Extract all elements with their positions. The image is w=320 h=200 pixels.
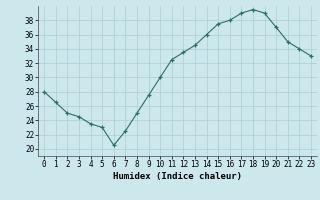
X-axis label: Humidex (Indice chaleur): Humidex (Indice chaleur) [113,172,242,181]
